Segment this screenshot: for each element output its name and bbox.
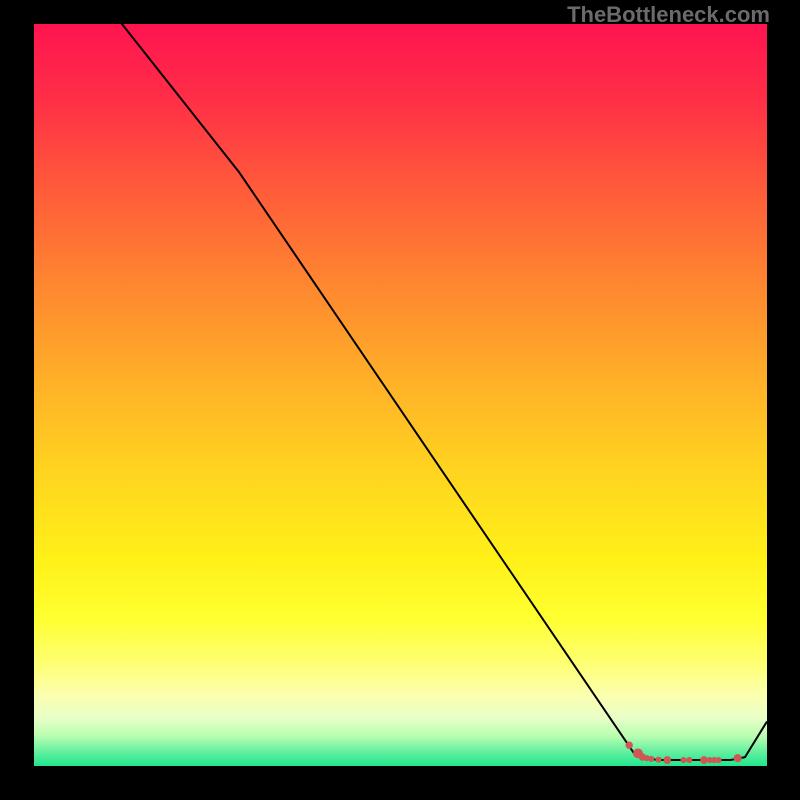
curve-marker: [701, 757, 708, 764]
curve-marker: [681, 757, 686, 762]
curve-marker: [649, 756, 654, 761]
plot-area: [34, 24, 767, 766]
curve-marker: [716, 757, 721, 762]
curve-marker: [656, 757, 661, 762]
curve-marker: [734, 755, 741, 762]
bottleneck-curve: [34, 24, 767, 760]
curve-marker: [687, 757, 692, 762]
chart-svg: [34, 24, 767, 766]
watermark-text: TheBottleneck.com: [567, 2, 770, 28]
curve-marker: [664, 757, 671, 764]
curve-marker: [626, 742, 632, 748]
